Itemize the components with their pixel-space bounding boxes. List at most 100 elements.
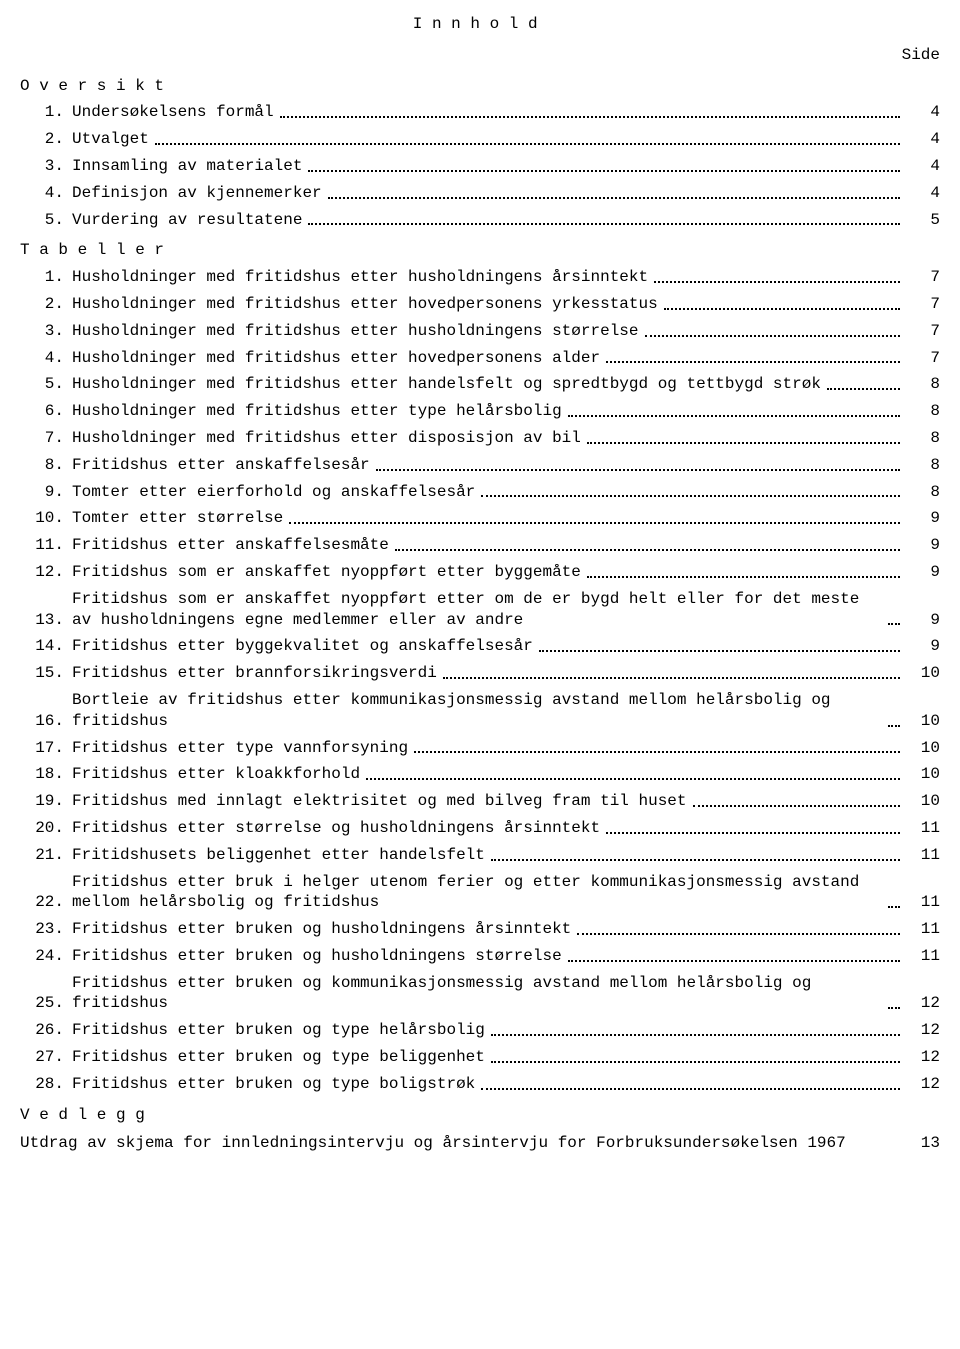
toc-dots (308, 169, 900, 172)
toc-page: 11 (906, 818, 940, 839)
toc-text: Innsamling av materialet (72, 156, 302, 177)
toc-dots (491, 1060, 900, 1063)
toc-row: 14.Fritidshus etter byggekvalitet og ans… (20, 636, 940, 657)
toc-text: Fritidshus etter bruken og husholdningen… (72, 946, 562, 967)
toc-page: 7 (906, 294, 940, 315)
toc-page: 9 (906, 508, 940, 529)
toc-dots (606, 360, 900, 363)
toc-text-wrap: Husholdninger med fritidshus etter hande… (72, 374, 906, 395)
toc-row: 11.Fritidshus etter anskaffelsesmåte9 (20, 535, 940, 556)
toc-text: Fritidshus etter bruk i helger utenom fe… (72, 872, 882, 914)
toc-text-wrap: Husholdninger med fritidshus etter dispo… (72, 428, 906, 449)
toc-row: 13.Fritidshus som er anskaffet nyoppført… (20, 589, 940, 631)
toc-text-wrap: Husholdninger med fritidshus etter husho… (72, 321, 906, 342)
section-heading: Oversikt (20, 76, 940, 97)
toc-number: 12. (20, 562, 72, 583)
toc-page: 7 (906, 321, 940, 342)
toc-text: Fritidshus som er anskaffet nyoppført et… (72, 589, 882, 631)
toc-page: 12 (906, 1074, 940, 1095)
toc-page: 8 (906, 401, 940, 422)
toc-page: 10 (906, 764, 940, 785)
toc-text: Fritidshus etter bruken og type helårsbo… (72, 1020, 485, 1041)
toc-text-wrap: Utvalget (72, 129, 906, 150)
side-label: Side (20, 45, 940, 66)
toc-row: 19.Fritidshus med innlagt elektrisitet o… (20, 791, 940, 812)
toc-page: 9 (906, 535, 940, 556)
toc-row: 7.Husholdninger med fritidshus etter dis… (20, 428, 940, 449)
toc-number: 4. (20, 348, 72, 369)
toc-text: Fritidshus etter bruken og type boligstr… (72, 1074, 475, 1095)
toc-number: 21. (20, 845, 72, 866)
toc-row: 1.Undersøkelsens formål4 (20, 102, 940, 123)
toc-number: 1. (20, 102, 72, 123)
toc-page: 4 (906, 102, 940, 123)
toc-number: 26. (20, 1020, 72, 1041)
toc-page: 12 (906, 1020, 940, 1041)
toc-text-wrap: Innsamling av materialet (72, 156, 906, 177)
toc-page: 8 (906, 374, 940, 395)
toc-row: 2.Utvalget4 (20, 129, 940, 150)
toc-text-wrap: Husholdninger med fritidshus etter hoved… (72, 294, 906, 315)
toc-dots (328, 196, 900, 199)
toc-page: 4 (906, 156, 940, 177)
toc-dots (888, 622, 900, 625)
toc-number: 20. (20, 818, 72, 839)
toc-row: 20.Fritidshus etter størrelse og hushold… (20, 818, 940, 839)
toc-number: 17. (20, 738, 72, 759)
appendix-row: Utdrag av skjema for innledningsintervju… (20, 1133, 940, 1154)
toc-text: Vurdering av resultatene (72, 210, 302, 231)
toc-dots (568, 414, 900, 417)
toc-text-wrap: Husholdninger med fritidshus etter type … (72, 401, 906, 422)
toc-row: 3.Husholdninger med fritidshus etter hus… (20, 321, 940, 342)
toc-number: 9. (20, 482, 72, 503)
toc-row: 5.Vurdering av resultatene5 (20, 210, 940, 231)
toc-number: 25. (20, 993, 72, 1014)
toc-text: Fritidshus etter bruken og kommunikasjon… (72, 973, 882, 1015)
toc-number: 18. (20, 764, 72, 785)
toc-number: 22. (20, 892, 72, 913)
toc-number: 8. (20, 455, 72, 476)
toc-number: 2. (20, 129, 72, 150)
toc-number: 10. (20, 508, 72, 529)
toc-row: 23.Fritidshus etter bruken og husholdnin… (20, 919, 940, 940)
toc-dots (395, 548, 900, 551)
toc-number: 14. (20, 636, 72, 657)
page-title: Innhold (20, 14, 940, 35)
toc-text: Tomter etter eierforhold og anskaffelses… (72, 482, 475, 503)
toc-text-wrap: Fritidshus etter anskaffelsesmåte (72, 535, 906, 556)
toc-text-wrap: Fritidshus etter bruken og type boligstr… (72, 1074, 906, 1095)
toc-text: Husholdninger med fritidshus etter type … (72, 401, 562, 422)
toc-text-wrap: Fritidshus etter bruken og type beliggen… (72, 1047, 906, 1068)
toc-number: 3. (20, 156, 72, 177)
toc-row: 4.Definisjon av kjennemerker4 (20, 183, 940, 204)
toc-text-wrap: Tomter etter eierforhold og anskaffelses… (72, 482, 906, 503)
toc-number: 28. (20, 1074, 72, 1095)
toc-text-wrap: Definisjon av kjennemerker (72, 183, 906, 204)
toc-row: 15.Fritidshus etter brannforsikringsverd… (20, 663, 940, 684)
toc-text-wrap: Fritidshusets beliggenhet etter handelsf… (72, 845, 906, 866)
toc-page: 11 (906, 845, 940, 866)
toc-page: 12 (906, 1047, 940, 1068)
toc-page: 8 (906, 482, 940, 503)
toc-text-wrap: Fritidshus etter bruken og husholdningen… (72, 946, 906, 967)
toc-dots (645, 334, 901, 337)
toc-dots (308, 222, 900, 225)
toc-row: 4.Husholdninger med fritidshus etter hov… (20, 348, 940, 369)
toc-number: 7. (20, 428, 72, 449)
toc-text-wrap: Fritidshus etter bruken og husholdningen… (72, 919, 906, 940)
toc-text: Fritidshus etter størrelse og husholdnin… (72, 818, 600, 839)
toc-number: 11. (20, 535, 72, 556)
toc-text-wrap: Husholdninger med fritidshus etter hoved… (72, 348, 906, 369)
toc-row: 24.Fritidshus etter bruken og husholdnin… (20, 946, 940, 967)
toc-text-wrap: Fritidshus etter type vannforsyning (72, 738, 906, 759)
toc-text-wrap: Fritidshus etter bruken og kommunikasjon… (72, 973, 906, 1015)
toc-number: 27. (20, 1047, 72, 1068)
toc-text: Fritidshus etter kloakkforhold (72, 764, 360, 785)
section-heading: Tabeller (20, 240, 940, 261)
toc-row: 2.Husholdninger med fritidshus etter hov… (20, 294, 940, 315)
toc-dots (443, 676, 900, 679)
toc-number: 19. (20, 791, 72, 812)
toc-page: 4 (906, 183, 940, 204)
toc-row: 21.Fritidshusets beliggenhet etter hande… (20, 845, 940, 866)
toc-row: 1.Husholdninger med fritidshus etter hus… (20, 267, 940, 288)
